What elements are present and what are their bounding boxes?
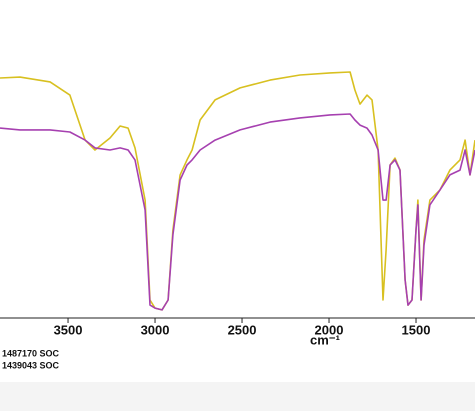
legend-label: 1439043 SOC xyxy=(2,360,60,370)
x-tick-label: 3000 xyxy=(141,322,170,337)
spectrum-line xyxy=(0,71,475,311)
x-tick-label: 1500 xyxy=(402,322,431,337)
x-tick-label: 3500 xyxy=(54,322,83,337)
legend-label: 1487170 SOC xyxy=(2,348,60,358)
x-tick-label: 2000 xyxy=(315,322,344,337)
footer-band xyxy=(0,382,475,411)
x-axis-label: cm⁻¹ xyxy=(310,332,340,347)
x-tick-label: 2500 xyxy=(228,322,257,337)
spectrum-line xyxy=(0,113,475,311)
